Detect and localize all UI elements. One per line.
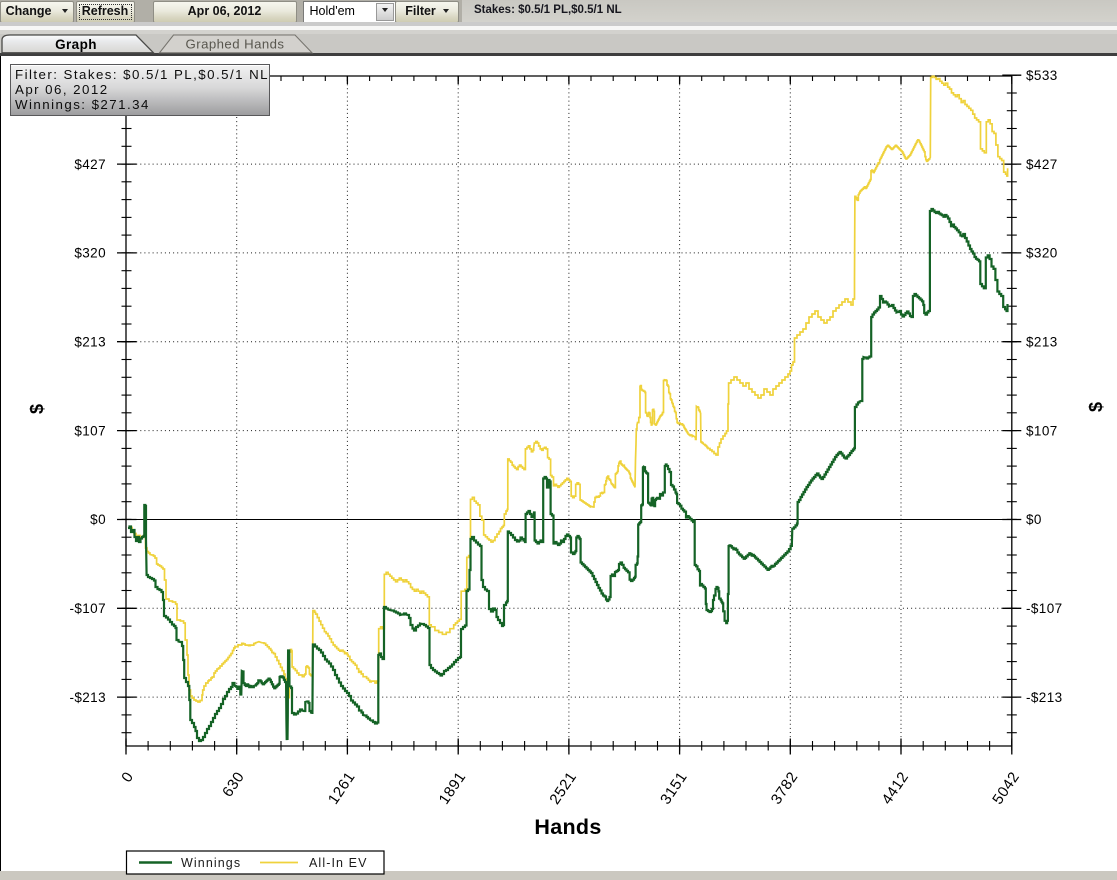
svg-text:-$107: -$107 — [1026, 601, 1063, 616]
svg-text:$107: $107 — [74, 423, 106, 438]
svg-text:630: 630 — [219, 769, 248, 801]
svg-text:$: $ — [1086, 402, 1106, 412]
svg-text:-$213: -$213 — [1026, 690, 1063, 705]
svg-text:1891: 1891 — [436, 769, 470, 808]
svg-text:$107: $107 — [1026, 423, 1058, 438]
svg-text:$: $ — [27, 404, 47, 414]
svg-text:$0: $0 — [1026, 512, 1042, 527]
svg-text:2521: 2521 — [546, 769, 580, 808]
svg-text:Graph: Graph — [55, 37, 97, 52]
svg-text:$0: $0 — [90, 512, 106, 527]
svg-text:-$107: -$107 — [69, 601, 106, 616]
svg-text:Graphed Hands: Graphed Hands — [186, 37, 285, 52]
svg-text:Winnings: Winnings — [181, 856, 241, 870]
svg-text:5042: 5042 — [989, 769, 1023, 808]
svg-text:$213: $213 — [74, 334, 106, 349]
svg-text:3782: 3782 — [768, 769, 802, 808]
svg-text:4412: 4412 — [878, 769, 912, 808]
svg-text:$320: $320 — [1026, 246, 1058, 261]
svg-text:3151: 3151 — [657, 769, 691, 808]
svg-text:All-In EV: All-In EV — [309, 856, 368, 870]
svg-text:$427: $427 — [74, 157, 106, 172]
svg-text:$213: $213 — [1026, 334, 1058, 349]
svg-text:$533: $533 — [1026, 68, 1058, 83]
svg-text:$427: $427 — [1026, 157, 1058, 172]
svg-text:Hands: Hands — [534, 815, 601, 839]
svg-text:0: 0 — [118, 769, 137, 786]
svg-text:-$213: -$213 — [69, 690, 106, 705]
svg-text:$320: $320 — [74, 246, 106, 261]
svg-text:1261: 1261 — [325, 769, 359, 808]
